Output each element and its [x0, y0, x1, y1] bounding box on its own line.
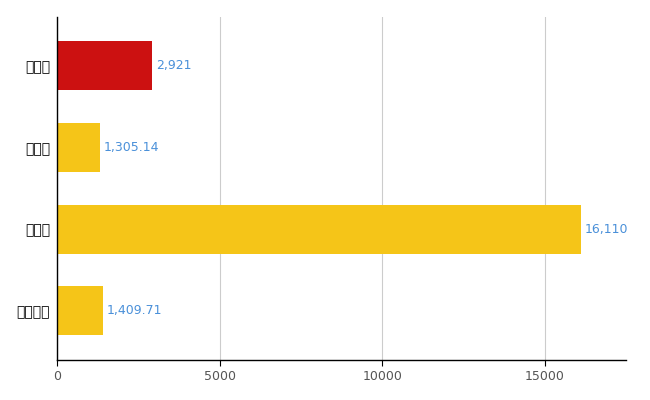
Text: 16,110: 16,110 — [585, 223, 629, 236]
Bar — [57, 41, 152, 90]
Bar — [57, 205, 581, 254]
Bar — [57, 123, 99, 172]
Text: 1,409.71: 1,409.71 — [107, 304, 162, 317]
Text: 1,305.14: 1,305.14 — [103, 141, 159, 154]
Bar — [57, 286, 103, 335]
Text: 2,921: 2,921 — [156, 59, 192, 72]
